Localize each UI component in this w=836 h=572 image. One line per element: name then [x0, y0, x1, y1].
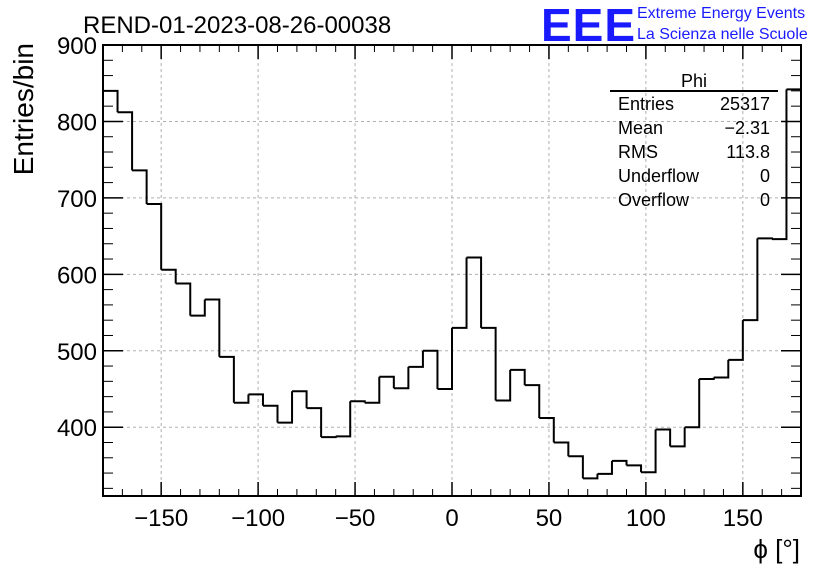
histogram-bin — [597, 460, 613, 475]
histogram-bin — [364, 376, 381, 404]
histogram-bin — [553, 441, 570, 457]
histogram-bin — [495, 369, 512, 402]
grid — [103, 45, 801, 496]
stats-row-value: 25317 — [720, 94, 770, 114]
stats-row-label: Overflow — [618, 190, 690, 210]
x-tick-label: 0 — [445, 505, 458, 532]
x-tick-label: 50 — [536, 505, 563, 532]
histogram-bin — [713, 359, 730, 379]
stats-row-value: 0 — [760, 166, 770, 186]
y-tick-label: 800 — [57, 109, 97, 136]
logo-line-1: Extreme Energy Events — [637, 5, 805, 22]
x-tick-label: −100 — [231, 505, 285, 532]
histogram-bin — [641, 429, 657, 474]
axis-ticks — [102, 44, 802, 496]
histogram-bin — [262, 404, 279, 423]
y-tick-label: 400 — [57, 415, 97, 442]
histogram-bin — [132, 169, 148, 204]
histogram-bin — [481, 326, 497, 401]
stats-row-value: 113.8 — [726, 142, 770, 162]
stats-row-label: RMS — [618, 142, 658, 162]
histogram-bin — [742, 238, 759, 322]
x-tick-label: −150 — [134, 505, 188, 532]
histogram-bin — [422, 349, 439, 389]
eee-logo: EEE Extreme Energy Events La Scienza nel… — [541, 0, 808, 51]
histogram-bin — [175, 282, 192, 316]
x-tick-label: −50 — [335, 505, 376, 532]
y-tick-label: 500 — [57, 339, 97, 366]
histogram-bin — [190, 299, 206, 317]
histogram-bin — [699, 377, 715, 381]
histogram-bin — [379, 375, 395, 389]
histogram-bin — [437, 327, 453, 390]
histogram-bin — [306, 407, 323, 438]
histogram-bin — [161, 268, 177, 284]
y-tick-label: 600 — [57, 262, 97, 289]
histogram-bin — [219, 355, 235, 403]
histogram-bin — [117, 111, 134, 171]
stats-title: Phi — [681, 71, 707, 91]
logo-line-2: La Scienza nelle Scuole — [637, 26, 808, 43]
histogram-bin — [466, 256, 483, 328]
histogram-bin — [757, 237, 773, 240]
stats-box: Phi Entries 25317 Mean −2.31 RMS 113.8 Underfl… — [610, 71, 778, 210]
histogram-bin — [204, 298, 221, 357]
histogram-bin — [655, 428, 672, 447]
stats-row-label: Underflow — [618, 166, 700, 186]
histogram-bin — [146, 202, 163, 270]
histogram-bin — [568, 455, 584, 479]
histogram-bin — [524, 384, 541, 419]
stats-row-value: −2.31 — [724, 118, 770, 138]
logo-mark: EEE — [541, 0, 636, 51]
histogram-bin — [611, 459, 628, 466]
histogram-bin — [103, 89, 119, 113]
histogram-bin — [248, 393, 264, 406]
histogram-series — [103, 67, 802, 480]
y-tick-label: 900 — [57, 33, 97, 60]
x-axis-label: ϕ [°] — [753, 534, 800, 564]
stats-row-label: Entries — [618, 94, 674, 114]
histogram-bin — [771, 89, 788, 241]
histogram-bin — [626, 464, 643, 473]
x-tick-label: 150 — [723, 505, 763, 532]
histogram-bin — [321, 436, 337, 439]
histogram-bin — [292, 390, 308, 409]
histogram-bin — [670, 427, 686, 448]
histogram-bin — [728, 320, 744, 361]
histogram-bin — [393, 366, 410, 390]
stats-row-label: Mean — [618, 118, 663, 138]
chart-title: REND-01-2023-08-26-00038 — [83, 12, 391, 39]
histogram-bin — [786, 67, 802, 91]
x-tick-labels: −150 −100 −50 0 50 100 150 — [134, 505, 763, 532]
y-tick-labels: 400 500 600 700 800 900 — [57, 33, 97, 442]
y-tick-label: 700 — [57, 186, 97, 213]
y-axis-label: Entries/bin — [8, 43, 39, 175]
histogram-bin — [452, 257, 468, 329]
histogram-bin — [539, 417, 555, 443]
histogram-bin — [408, 350, 424, 368]
histogram-bin — [684, 379, 701, 429]
histogram-bin — [335, 401, 352, 438]
histogram-bin — [510, 368, 526, 386]
stats-row-value: 0 — [760, 190, 770, 210]
histogram-bin — [350, 400, 366, 403]
histogram-bin — [582, 473, 599, 480]
x-tick-label: 100 — [626, 505, 666, 532]
histogram-bin — [277, 391, 294, 424]
histogram-bin — [233, 394, 250, 404]
